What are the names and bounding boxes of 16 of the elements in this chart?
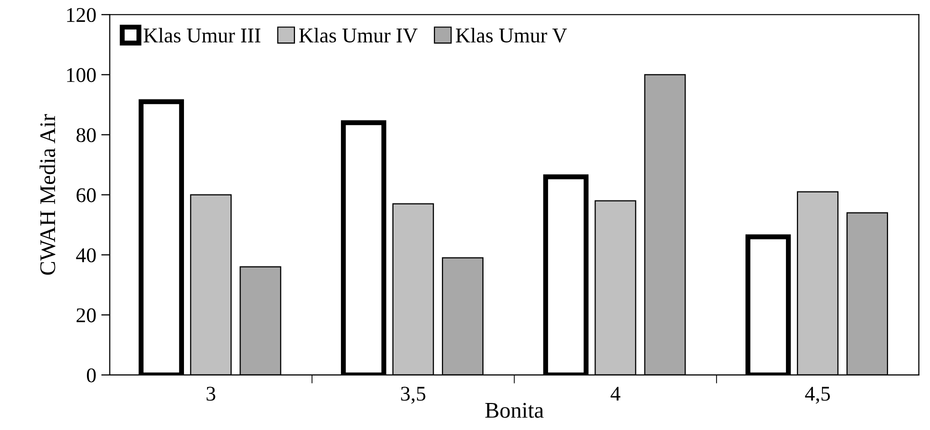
x-axis-title: Bonita	[485, 402, 544, 418]
x-tick-label: 3	[206, 386, 216, 401]
y-tick-label: 60	[76, 188, 96, 202]
legend-label: Klas Umur III	[144, 28, 260, 43]
y-tick-label: 40	[76, 248, 96, 262]
y-tick-label: 100	[67, 68, 96, 82]
y-tick-label: 120	[67, 8, 96, 22]
x-tick-label: 4	[610, 386, 620, 401]
y-tick-label: 20	[76, 308, 96, 322]
y-tick-label: 0	[86, 368, 96, 382]
y-tick-label: 80	[76, 128, 96, 142]
legend-label: Klas Umur IV	[299, 28, 418, 43]
x-tick-label: 4,5	[805, 386, 830, 404]
legend-label: Klas Umur V	[456, 28, 567, 43]
x-tick-label: 3,5	[401, 386, 426, 404]
y-axis-title: CWAH Media Air	[40, 114, 56, 275]
